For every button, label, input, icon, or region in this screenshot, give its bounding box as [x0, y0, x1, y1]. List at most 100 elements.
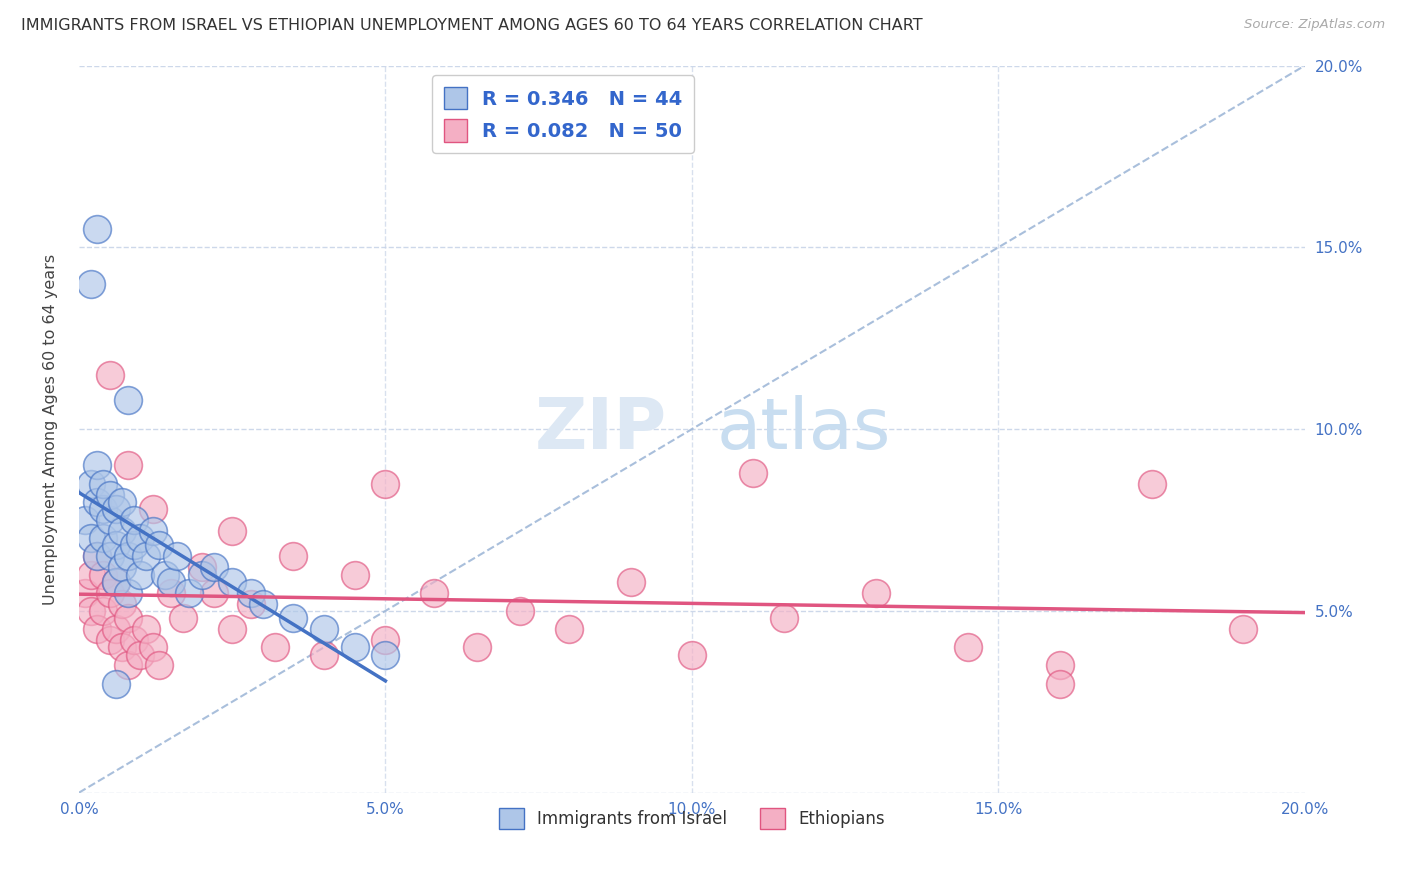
Point: [742, 466, 765, 480]
Point: [374, 476, 396, 491]
Point: [148, 538, 170, 552]
Point: [80, 277, 103, 291]
Point: [202, 585, 225, 599]
Point: [681, 648, 703, 662]
Point: [111, 560, 134, 574]
Point: [509, 604, 531, 618]
Point: [93, 604, 115, 618]
Point: [374, 648, 396, 662]
Point: [104, 574, 127, 589]
Point: [117, 658, 139, 673]
Point: [111, 640, 134, 655]
Point: [423, 585, 446, 599]
Point: [865, 585, 887, 599]
Point: [98, 487, 121, 501]
Point: [104, 676, 127, 690]
Point: [86, 495, 108, 509]
Point: [202, 560, 225, 574]
Point: [141, 502, 163, 516]
Point: [104, 502, 127, 516]
Point: [264, 640, 287, 655]
Point: [239, 597, 262, 611]
Point: [160, 585, 183, 599]
Point: [135, 622, 157, 636]
Point: [104, 538, 127, 552]
Point: [314, 622, 336, 636]
Point: [141, 524, 163, 538]
Point: [98, 513, 121, 527]
Point: [86, 549, 108, 564]
Text: Source: ZipAtlas.com: Source: ZipAtlas.com: [1244, 18, 1385, 31]
Point: [153, 567, 176, 582]
Point: [117, 458, 139, 473]
Point: [117, 549, 139, 564]
Text: IMMIGRANTS FROM ISRAEL VS ETHIOPIAN UNEMPLOYMENT AMONG AGES 60 TO 64 YEARS CORRE: IMMIGRANTS FROM ISRAEL VS ETHIOPIAN UNEM…: [21, 18, 922, 33]
Point: [314, 648, 336, 662]
Point: [148, 658, 170, 673]
Point: [117, 585, 139, 599]
Text: atlas: atlas: [717, 394, 891, 464]
Point: [80, 476, 103, 491]
Legend: Immigrants from Israel, Ethiopians: Immigrants from Israel, Ethiopians: [492, 802, 891, 835]
Point: [221, 622, 243, 636]
Point: [135, 549, 157, 564]
Point: [467, 640, 489, 655]
Point: [111, 524, 134, 538]
Point: [129, 648, 152, 662]
Point: [141, 640, 163, 655]
Point: [93, 476, 115, 491]
Point: [104, 622, 127, 636]
Point: [117, 611, 139, 625]
Point: [80, 531, 103, 545]
Point: [93, 531, 115, 545]
Point: [80, 567, 103, 582]
Point: [86, 549, 108, 564]
Point: [1049, 658, 1071, 673]
Point: [122, 632, 145, 647]
Point: [343, 567, 366, 582]
Point: [956, 640, 979, 655]
Point: [111, 597, 134, 611]
Point: [221, 574, 243, 589]
Point: [93, 567, 115, 582]
Point: [75, 585, 97, 599]
Point: [221, 524, 243, 538]
Point: [166, 549, 188, 564]
Point: [1140, 476, 1163, 491]
Point: [343, 640, 366, 655]
Point: [129, 531, 152, 545]
Point: [98, 368, 121, 382]
Point: [93, 502, 115, 516]
Point: [283, 611, 305, 625]
Point: [86, 222, 108, 236]
Text: ZIP: ZIP: [536, 394, 668, 464]
Point: [129, 567, 152, 582]
Point: [160, 574, 183, 589]
Point: [122, 538, 145, 552]
Point: [117, 392, 139, 407]
Point: [179, 585, 201, 599]
Point: [558, 622, 581, 636]
Point: [111, 495, 134, 509]
Point: [283, 549, 305, 564]
Point: [122, 513, 145, 527]
Point: [374, 632, 396, 647]
Point: [75, 513, 97, 527]
Point: [86, 458, 108, 473]
Point: [190, 567, 212, 582]
Point: [98, 549, 121, 564]
Point: [98, 632, 121, 647]
Point: [239, 585, 262, 599]
Point: [172, 611, 194, 625]
Point: [1232, 622, 1254, 636]
Point: [98, 585, 121, 599]
Y-axis label: Unemployment Among Ages 60 to 64 years: Unemployment Among Ages 60 to 64 years: [44, 253, 58, 605]
Point: [86, 622, 108, 636]
Point: [772, 611, 794, 625]
Point: [1049, 676, 1071, 690]
Point: [252, 597, 274, 611]
Point: [619, 574, 641, 589]
Point: [104, 574, 127, 589]
Point: [190, 560, 212, 574]
Point: [80, 604, 103, 618]
